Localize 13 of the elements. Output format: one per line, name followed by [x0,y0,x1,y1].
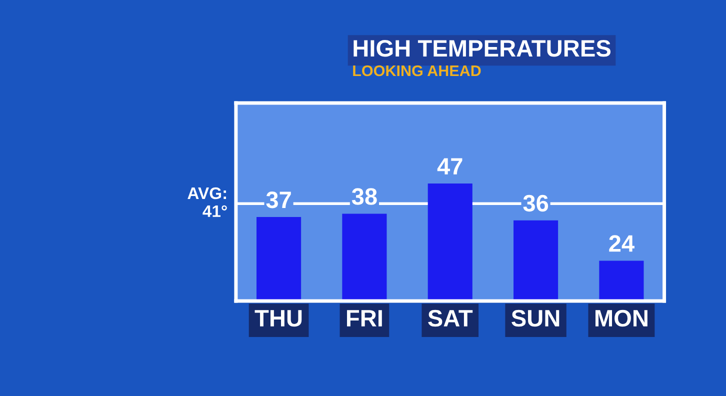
x-tick-label: FRI [347,310,382,326]
data-label: 47 [437,158,462,174]
x-tick-label: SUN [512,310,560,327]
x-tick-label: THU [254,310,302,327]
ref-line-label: AVG: 41° [188,187,227,217]
data-label: 37 [266,192,291,208]
data-label: 36 [523,194,548,212]
chart-title: HIGH TEMPERATURES [354,40,610,57]
x-tick-label: SAT [428,310,473,327]
chart-subtitle: LOOKING AHEAD [353,65,481,76]
data-label: 24 [609,235,634,252]
data-label: 38 [352,188,377,205]
x-tick-label: MON [595,310,648,327]
